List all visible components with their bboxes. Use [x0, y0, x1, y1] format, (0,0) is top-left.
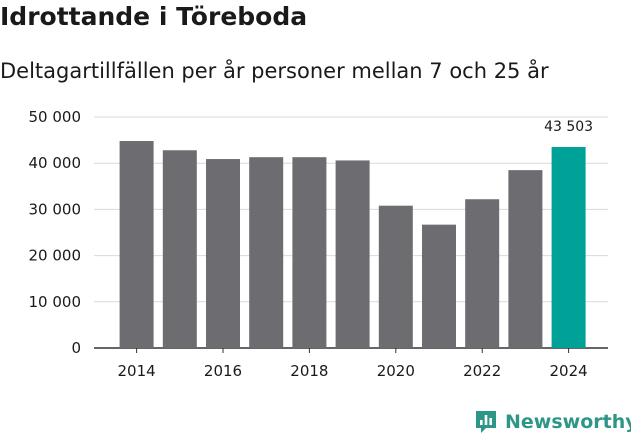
newsworthy-logo: Newsworthy: [474, 406, 631, 438]
y-tick-label: 10 000: [29, 293, 82, 311]
bar: [508, 170, 543, 348]
chart-subtitle: Deltagartillfällen per år personer mella…: [0, 59, 549, 83]
x-tick-label: 2016: [204, 362, 242, 380]
data-label: 43 503: [544, 119, 593, 135]
y-tick-label: 0: [71, 339, 81, 357]
bar: [465, 199, 500, 348]
bar: [378, 205, 413, 348]
bar-chart: 0 10 000 20 000 30 000 40 000 50 000 2014 2016…: [29, 108, 608, 380]
brand-name: Newsworthy: [505, 411, 631, 433]
x-tick-label: 2022: [463, 362, 501, 380]
bar: [162, 150, 197, 348]
x-tick-label: 2018: [290, 362, 328, 380]
x-tick-label: 2020: [377, 362, 415, 380]
y-tick-label: 50 000: [29, 108, 82, 126]
bar: [249, 157, 284, 348]
bar-chart-logo-icon: [476, 411, 496, 433]
y-tick-label: 20 000: [29, 247, 82, 265]
chart-title: Idrottande i Töreboda: [0, 2, 308, 31]
bar: [292, 157, 327, 348]
y-tick-label: 30 000: [29, 200, 82, 218]
bar: [206, 159, 240, 348]
bar: [119, 141, 154, 348]
bar: [335, 160, 370, 348]
y-tick-label: 40 000: [29, 154, 82, 172]
x-tick-label: 2014: [118, 362, 156, 380]
bar: [422, 224, 456, 348]
bar-highlight: [551, 147, 586, 348]
x-tick-label: 2024: [550, 362, 588, 380]
